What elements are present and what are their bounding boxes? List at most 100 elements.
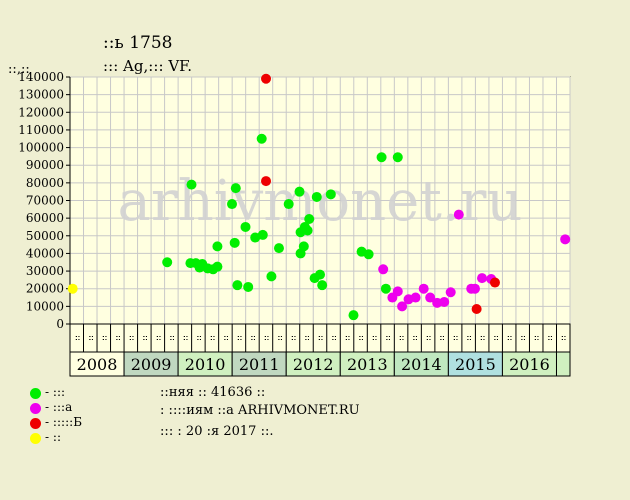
quarter-label: ։։: [491, 335, 501, 341]
data-point-green: [230, 183, 241, 194]
quarter-label: ։։: [275, 335, 285, 341]
legend-label: - ։։: [45, 430, 62, 444]
y-tick-label: 10000: [26, 299, 64, 313]
y-axis-unit-label: ։։,։։: [8, 62, 30, 77]
data-point-green: [304, 214, 315, 225]
data-point-red: [261, 176, 272, 187]
y-tick-label: 20000: [26, 282, 64, 296]
data-point-magenta: [477, 273, 488, 284]
watermark: arhivmonet.ru: [118, 169, 523, 234]
data-point-green: [380, 283, 391, 294]
year-cell: [123, 351, 179, 377]
year-label: 2011: [239, 355, 280, 374]
y-tick-label: 80000: [26, 176, 64, 190]
quarter-label: ։։: [424, 335, 434, 341]
data-point-red: [471, 304, 482, 315]
year-cell: [231, 351, 287, 377]
data-point-magenta: [410, 292, 421, 303]
data-point-yellow: [67, 283, 78, 294]
quarter-label: ։։: [316, 335, 326, 341]
data-point-green: [283, 199, 294, 210]
year-cell: [555, 351, 571, 377]
data-point-green: [317, 280, 328, 291]
year-label: 2014: [401, 355, 442, 374]
quarter-label: ։։: [464, 335, 474, 341]
y-tick-label: 50000: [26, 229, 64, 243]
data-point-green: [294, 186, 305, 197]
year-label: 2012: [293, 355, 334, 374]
quarter-label: ։։: [370, 335, 380, 341]
data-point-magenta: [445, 287, 456, 298]
quarter-label: ։։: [126, 335, 136, 341]
data-point-green: [243, 281, 254, 292]
quarter-label: ։։: [207, 335, 217, 341]
data-point-magenta: [425, 292, 436, 303]
data-point-green: [302, 225, 313, 236]
y-tick-label: 90000: [26, 158, 64, 172]
legend-marker: [30, 418, 41, 429]
y-tick-label: 110000: [18, 123, 64, 137]
date-text: ։։։ ։ 20 ։я 2017 ։։.: [160, 424, 274, 439]
data-point-green: [240, 221, 251, 232]
source-text: ։ ։։։։иям ։։а ARHIVMONET.RU: [160, 403, 360, 418]
year-cell: [339, 351, 395, 377]
quarter-label: ։։: [86, 335, 96, 341]
quarter-label: ։։: [261, 335, 271, 341]
data-point-magenta: [470, 283, 480, 294]
quarter-label: ։։: [478, 335, 488, 341]
data-point-red: [489, 277, 500, 288]
data-point-green: [298, 241, 309, 252]
y-tick-label: 100000: [18, 141, 64, 155]
y-tick-label: 140000: [18, 70, 64, 84]
data-point-green: [348, 310, 359, 321]
data-point-green: [311, 191, 322, 202]
quarter-label: ։։: [437, 335, 447, 341]
quarter-label: ։։: [302, 335, 312, 341]
data-point-green: [363, 249, 374, 260]
legend-marker: [30, 388, 41, 399]
data-point-green: [376, 152, 387, 163]
data-point-green: [232, 280, 243, 291]
y-tick-label: 130000: [18, 88, 64, 102]
data-point-magenta: [378, 264, 389, 275]
data-point-magenta: [418, 283, 429, 294]
quarter-label: ։։: [329, 335, 339, 341]
quarter-label: ։։: [113, 335, 123, 341]
quarter-label: ։։: [343, 335, 353, 341]
quarter-label: ։։: [248, 335, 258, 341]
data-point-magenta: [392, 286, 403, 297]
chart-title: ։։ь 1758: [103, 33, 173, 53]
average-price-text: ։։няя ։։ 41636 ։։: [160, 385, 266, 400]
data-point-green: [392, 152, 403, 163]
data-point-magenta: [560, 234, 571, 245]
data-point-green: [273, 243, 284, 254]
year-label: 2008: [77, 355, 118, 374]
y-tick-label: 120000: [18, 105, 64, 119]
data-point-green: [186, 179, 197, 190]
data-point-magenta: [439, 296, 450, 307]
quarter-label: ։։: [545, 335, 555, 341]
y-tick-label: 0: [56, 317, 64, 331]
data-point-red: [261, 73, 272, 84]
quarter-strip: [69, 323, 571, 353]
quarter-label: ։։: [153, 335, 163, 341]
y-tick-label: 70000: [26, 194, 64, 208]
y-tick-label: 60000: [26, 211, 64, 225]
quarter-label: ։։: [397, 335, 407, 341]
y-tick-label: 30000: [26, 264, 64, 278]
legend-marker: [30, 403, 41, 414]
quarter-label: ։։: [167, 335, 177, 341]
y-tick-label: 40000: [26, 246, 64, 260]
quarter-label: ։։: [288, 335, 298, 341]
legend-label: - ։։։а: [45, 400, 73, 414]
year-label: 2009: [131, 355, 172, 374]
data-point-magenta: [453, 209, 464, 220]
data-point-green: [250, 232, 261, 243]
quarter-label: ։։: [140, 335, 150, 341]
data-point-green: [315, 269, 326, 280]
year-label: 2015: [455, 355, 496, 374]
year-label: 2013: [347, 355, 388, 374]
data-point-green: [257, 229, 268, 240]
quarter-label: ։։: [356, 335, 366, 341]
